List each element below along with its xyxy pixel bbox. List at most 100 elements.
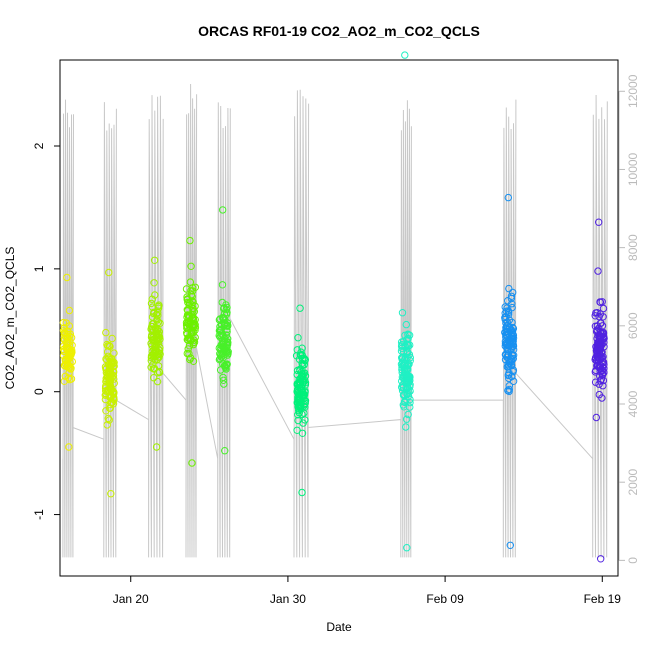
x-tick-label: Jan 30: [270, 592, 306, 606]
data-point: [105, 268, 113, 277]
y-tick-label: 2: [32, 142, 46, 149]
data-point: [507, 294, 516, 303]
data-point: [152, 327, 160, 336]
data-point: [150, 308, 158, 316]
data-point: [150, 279, 158, 287]
data-point: [502, 313, 510, 321]
data-point: [102, 378, 110, 386]
data-point: [216, 350, 224, 358]
y2-tick-label: 4000: [626, 390, 640, 417]
data-point: [504, 193, 512, 202]
data-point: [109, 362, 118, 371]
data-point: [109, 400, 118, 408]
data-point: [293, 366, 302, 375]
data-point: [148, 325, 157, 334]
data-point: [595, 346, 603, 354]
data-point: [398, 384, 406, 392]
data-point: [61, 335, 69, 343]
data-point: [218, 340, 227, 349]
data-point: [294, 411, 302, 419]
data-point: [150, 256, 159, 264]
y-tick-label: 1: [32, 265, 46, 272]
data-point: [154, 302, 163, 311]
y2-tick-label: 2000: [626, 469, 640, 496]
data-point: [397, 338, 406, 346]
flight-points: [591, 218, 608, 563]
data-point: [293, 426, 301, 434]
data-point: [191, 333, 199, 342]
data-point: [184, 318, 192, 327]
data-point: [107, 385, 115, 393]
data-point: [292, 352, 301, 360]
data-point: [508, 352, 517, 360]
data-point: [103, 340, 111, 349]
data-point: [508, 372, 516, 381]
data-point: [398, 366, 406, 374]
data-point: [294, 334, 302, 342]
data-point: [503, 304, 511, 312]
data-point: [59, 318, 68, 327]
data-point: [105, 367, 114, 375]
flight-points: [59, 273, 77, 451]
data-point: [104, 414, 113, 423]
y-tick-label: -1: [32, 509, 46, 520]
data-point: [183, 349, 192, 358]
data-point: [182, 285, 191, 293]
y2-tick-label: 12000: [626, 74, 640, 108]
data-point: [399, 401, 407, 409]
data-point: [402, 320, 410, 329]
flight-points: [397, 51, 414, 552]
y-axis-label: CO2_AO2_m_CO2_QCLS: [3, 247, 17, 390]
data-point: [67, 375, 76, 383]
data-point: [505, 382, 513, 390]
data-point: [221, 447, 229, 455]
data-point: [148, 295, 156, 303]
data-point: [403, 415, 411, 423]
data-point: [217, 351, 225, 359]
data-point: [404, 331, 412, 339]
data-point: [102, 407, 110, 415]
data-point: [220, 380, 228, 388]
data-point: [60, 324, 69, 332]
data-point: [152, 343, 160, 352]
data-point: [595, 390, 603, 399]
data-point: [592, 327, 601, 336]
data-point: [189, 313, 197, 322]
data-point: [504, 330, 512, 338]
chart-title: ORCAS RF01-19 CO2_AO2_m_CO2_QCLS: [198, 23, 480, 39]
data-point: [507, 292, 516, 300]
data-point: [508, 303, 516, 312]
data-point: [403, 390, 411, 399]
data-point: [594, 339, 602, 347]
data-point: [222, 301, 230, 309]
data-point: [105, 371, 114, 379]
data-point: [61, 362, 69, 370]
data-point: [595, 218, 603, 226]
data-point: [403, 361, 412, 369]
data-point: [399, 391, 408, 399]
data-point: [224, 335, 232, 343]
data-point: [503, 318, 511, 326]
data-point: [297, 368, 306, 376]
data-point: [405, 350, 414, 359]
y2-tick-label: 10000: [626, 152, 640, 186]
data-point: [107, 490, 115, 498]
data-point: [591, 354, 600, 362]
data-point: [188, 459, 196, 467]
data-point: [600, 332, 608, 341]
data-point: [403, 379, 411, 387]
data-point: [188, 301, 196, 309]
data-point: [295, 375, 303, 384]
data-point: [147, 299, 156, 308]
data-point: [191, 315, 199, 324]
data-point: [295, 392, 303, 401]
x-tick-label: Jan 20: [113, 592, 149, 606]
data-point: [301, 357, 309, 365]
y2-tick-label: 6000: [626, 312, 640, 339]
data-point: [219, 344, 228, 352]
data-point: [104, 372, 112, 381]
data-point: [61, 356, 70, 365]
data-point: [154, 362, 163, 370]
data-point: [184, 334, 192, 342]
